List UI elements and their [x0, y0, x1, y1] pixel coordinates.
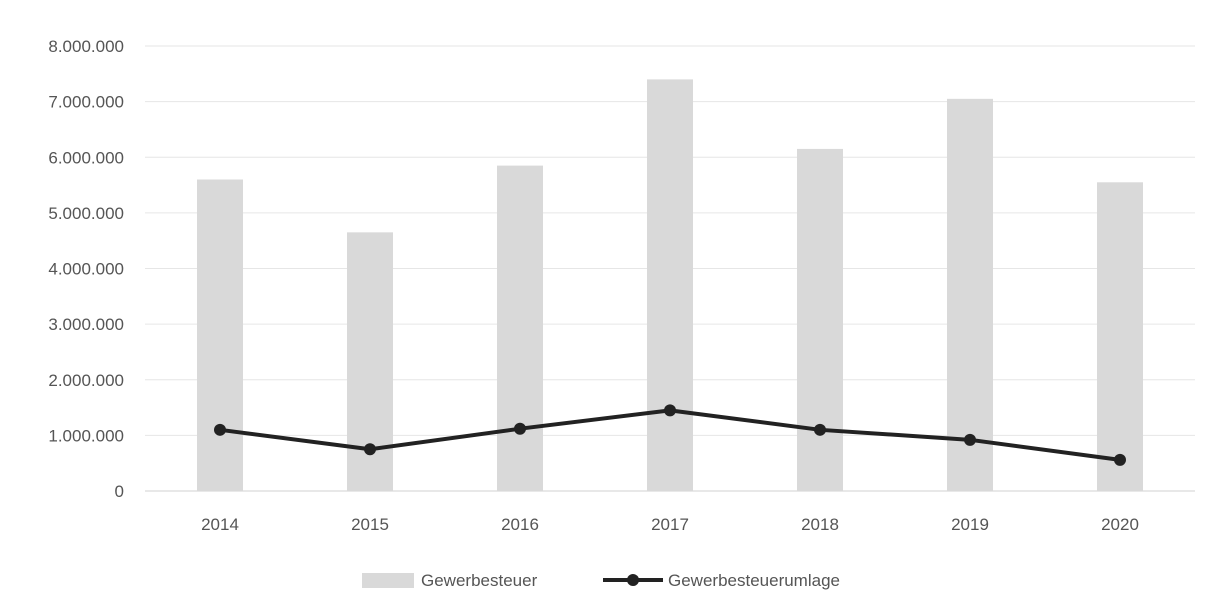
x-tick-label: 2019	[951, 515, 989, 534]
x-tick-label: 2014	[201, 515, 239, 534]
bar-2014	[197, 179, 243, 491]
point-2016	[514, 422, 526, 435]
x-tick-label: 2016	[501, 515, 539, 534]
bar-2017	[647, 79, 693, 491]
x-tick-label: 2020	[1101, 515, 1139, 534]
point-2017	[664, 404, 676, 417]
bar-2020	[1097, 182, 1143, 491]
y-tick-label: 3.000.000	[48, 315, 124, 334]
point-2020	[1114, 453, 1126, 466]
y-tick-label: 4.000.000	[48, 260, 124, 279]
y-axis-tick-labels: 0 1.000.000 2.000.000 3.000.000 4.000.000 5.0…	[48, 37, 124, 501]
y-tick-label: 5.000.000	[48, 204, 124, 223]
line-series	[214, 404, 1126, 466]
point-2019	[964, 433, 976, 446]
x-tick-label: 2018	[801, 515, 839, 534]
legend-label-gewerbesteuer: Gewerbesteuer	[421, 571, 538, 590]
bar-2016	[497, 165, 543, 491]
point-2018	[814, 423, 826, 436]
y-tick-label: 0	[115, 482, 124, 501]
y-tick-label: 7.000.000	[48, 93, 124, 112]
point-2015	[364, 443, 376, 456]
y-tick-label: 6.000.000	[48, 148, 124, 167]
bar-2019	[947, 98, 993, 491]
legend-marker-gewerbesteuerumlage	[627, 574, 639, 586]
legend: Gewerbesteuer Gewerbesteuerumlage	[362, 571, 840, 590]
x-axis-tick-labels: 2014 2015 2016 2017 2018 2019 2020	[201, 515, 1139, 534]
x-tick-label: 2017	[651, 515, 689, 534]
legend-swatch-gewerbesteuer	[362, 573, 414, 588]
bars	[197, 79, 1143, 491]
y-tick-label: 2.000.000	[48, 371, 124, 390]
y-tick-label: 8.000.000	[48, 37, 124, 56]
y-tick-label: 1.000.000	[48, 426, 124, 445]
bar-2018	[797, 148, 843, 491]
point-2014	[214, 423, 226, 436]
x-tick-label: 2015	[351, 515, 389, 534]
legend-label-gewerbesteuerumlage: Gewerbesteuerumlage	[668, 571, 840, 590]
